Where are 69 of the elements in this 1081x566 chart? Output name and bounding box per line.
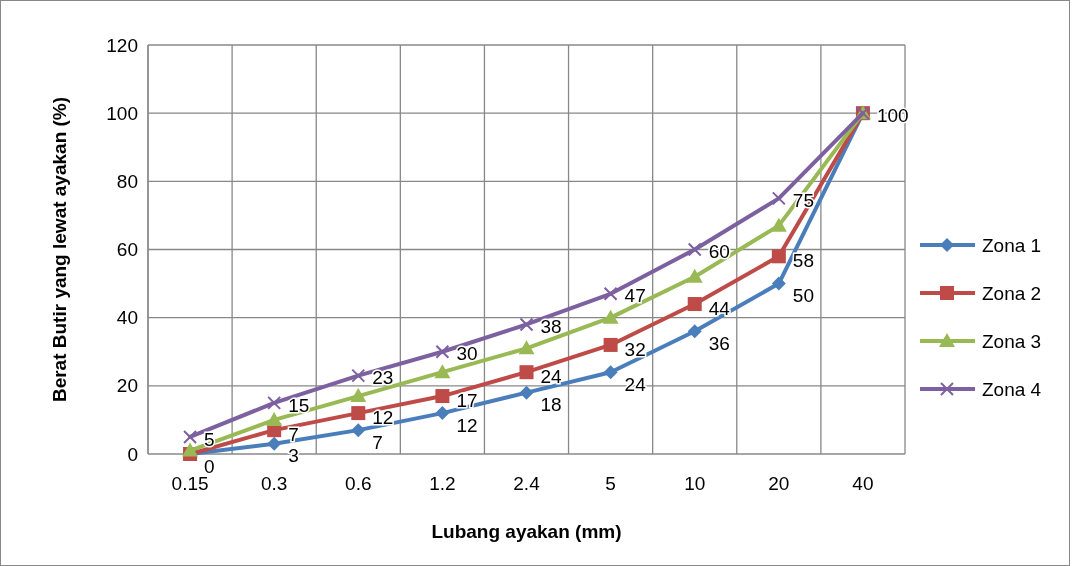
data-label: 32 xyxy=(624,338,646,360)
data-label: 47 xyxy=(624,285,646,307)
y-tick-label: 120 xyxy=(106,34,138,56)
data-label: 44 xyxy=(708,297,731,319)
data-label: 3 xyxy=(288,445,299,467)
point xyxy=(266,411,283,426)
point xyxy=(267,436,282,451)
data-label: 30 xyxy=(456,343,478,365)
point xyxy=(350,388,367,403)
point xyxy=(686,268,703,283)
data-label: 12 xyxy=(372,406,394,428)
legend-label: Zona 2 xyxy=(982,282,1042,304)
y-tick-label: 0 xyxy=(127,443,138,465)
legend-label: Zona 4 xyxy=(982,378,1042,400)
x-tick-label: 2.4 xyxy=(513,473,541,494)
data-label: 7 xyxy=(372,431,383,453)
x-tick-label: 40 xyxy=(852,473,874,494)
point xyxy=(519,385,534,400)
point xyxy=(770,217,787,232)
point xyxy=(351,368,366,383)
x-tick-label: 0.3 xyxy=(260,473,288,494)
y-tick-label: 100 xyxy=(106,102,138,124)
point xyxy=(183,429,198,444)
legend-label: Zona 3 xyxy=(982,330,1042,352)
data-label: 50 xyxy=(792,285,814,307)
data-label: 38 xyxy=(540,316,562,338)
point xyxy=(771,276,786,291)
y-tick-label: 20 xyxy=(116,375,138,397)
data-label: 15 xyxy=(288,394,310,416)
y-tick-label: 60 xyxy=(116,239,138,261)
point xyxy=(519,317,534,332)
y-axis-title: Berat Butir yang lewat ayakan (%) xyxy=(49,96,70,403)
legend-label: Zona 1 xyxy=(982,234,1042,256)
point xyxy=(351,406,366,421)
point xyxy=(603,286,618,301)
data-label: 17 xyxy=(456,389,478,411)
x-axis-title: Lubang ayakan (mm) xyxy=(431,521,622,542)
point xyxy=(267,395,282,410)
y-tick-label: 80 xyxy=(116,170,138,192)
x-tick-label: 10 xyxy=(684,473,706,494)
point xyxy=(434,364,451,379)
x-tick-label: 5 xyxy=(605,473,616,494)
point xyxy=(435,406,450,421)
data-label: 36 xyxy=(708,332,730,354)
point xyxy=(687,297,702,312)
point xyxy=(519,365,534,380)
point xyxy=(435,344,450,359)
data-label: 23 xyxy=(372,367,394,389)
y-tick-label: 40 xyxy=(116,307,138,329)
point xyxy=(603,365,618,380)
point xyxy=(518,340,535,355)
point xyxy=(687,242,702,257)
point xyxy=(771,249,786,264)
point xyxy=(435,389,450,404)
data-label: 58 xyxy=(792,249,814,271)
x-tick-label: 0.6 xyxy=(345,473,372,494)
x-tick-label: 1.2 xyxy=(429,473,456,494)
data-label: 18 xyxy=(540,394,562,416)
point xyxy=(603,337,618,352)
data-label: 12 xyxy=(456,414,478,436)
point xyxy=(687,324,702,339)
data-label: 60 xyxy=(708,241,730,263)
data-label: 24 xyxy=(540,365,563,387)
point xyxy=(351,423,366,438)
data-label: 24 xyxy=(624,373,647,395)
point xyxy=(182,442,199,457)
point xyxy=(602,309,619,324)
data-label: 100 xyxy=(876,104,909,126)
x-tick-label: 20 xyxy=(768,473,790,494)
